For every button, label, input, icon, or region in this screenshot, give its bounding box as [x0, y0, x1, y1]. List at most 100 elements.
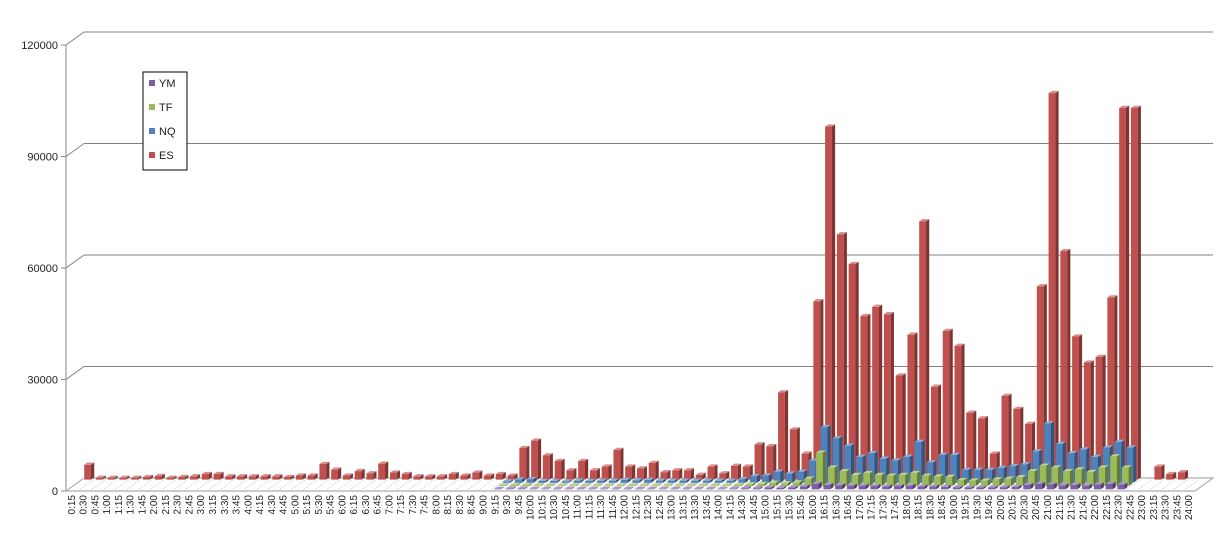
bar-tf	[863, 470, 874, 487]
bar-tf	[792, 480, 803, 487]
floor-grid-line	[242, 477, 261, 492]
bar-es	[389, 470, 401, 480]
x-tick-label: 11:00	[573, 495, 584, 520]
floor-grid-line	[348, 477, 367, 492]
bar-ym	[588, 486, 599, 490]
bar-ym	[494, 486, 505, 490]
x-tick-label: 21:00	[1043, 495, 1054, 520]
bar-ym	[988, 485, 999, 490]
x-tick-label: 18:45	[937, 495, 948, 520]
bar-ym	[552, 486, 563, 490]
bar-nq	[667, 478, 678, 483]
floor-grid-line	[442, 477, 461, 492]
bar-tf	[1074, 467, 1085, 487]
x-tick-label: 18:15	[914, 495, 925, 520]
bar-nq	[844, 443, 855, 483]
x-tick-label: 13:15	[678, 495, 689, 520]
floor-grid-line	[183, 477, 202, 492]
bar-es	[1013, 406, 1024, 480]
floor-grid-line	[230, 477, 249, 492]
bar-es	[566, 468, 577, 480]
floor-grid-line	[1194, 477, 1214, 492]
bar-ym	[835, 483, 846, 490]
bar-ym	[952, 485, 963, 490]
x-tick-label: 9:15	[490, 495, 501, 515]
floor-grid-line	[101, 477, 120, 492]
bar-ym	[1117, 482, 1128, 490]
x-tick-label: 4:45	[279, 495, 290, 515]
floor-grid-line	[312, 477, 332, 492]
x-tick-label: 10:00	[526, 495, 537, 520]
floor-grid-line	[148, 477, 167, 492]
bar-tf	[1098, 465, 1109, 487]
floor-grid-line	[171, 477, 191, 492]
bar-tf	[769, 480, 780, 487]
legend-swatch	[149, 80, 155, 86]
x-tick-label: 19:00	[949, 495, 960, 520]
bar-tf	[675, 483, 686, 487]
floor-grid-line	[548, 477, 567, 492]
floor-grid-line	[418, 477, 437, 492]
bar-es	[695, 472, 706, 480]
bar-ym	[1035, 481, 1046, 490]
bar-ym	[917, 484, 928, 490]
floor-grid-line	[1159, 477, 1178, 492]
bar-es	[95, 475, 107, 480]
floor-grid-line	[383, 477, 402, 492]
bar-tf	[569, 483, 580, 487]
bar-nq	[773, 469, 784, 483]
x-tick-label: 23:30	[1161, 495, 1172, 520]
x-tick-label: 6:30	[361, 495, 372, 515]
bar-ym	[1011, 484, 1022, 490]
bar-es	[319, 461, 330, 480]
legend-item-es: ES	[149, 150, 174, 162]
bar-es	[495, 471, 506, 480]
floor-grid-line	[289, 477, 308, 492]
bar-nq	[938, 452, 949, 483]
gridline	[65, 31, 85, 46]
bar-es	[589, 468, 600, 480]
bar-es	[178, 474, 189, 480]
bar-nq	[738, 476, 749, 483]
x-tick-label: 22:15	[1102, 495, 1113, 520]
x-tick-label: 15:45	[796, 495, 807, 520]
floor-grid-line	[324, 477, 343, 492]
gridline	[65, 143, 85, 157]
x-tick-label: 9:30	[502, 495, 513, 515]
y-tick-label: 120000	[21, 40, 58, 52]
floor-grid-line	[489, 477, 508, 492]
gridline	[65, 254, 85, 269]
x-tick-label: 10:15	[537, 495, 548, 520]
bar-ym	[729, 486, 740, 490]
floor-grid-line	[395, 477, 414, 492]
bar-es	[260, 474, 271, 480]
bar-tf	[1004, 476, 1015, 487]
x-tick-label: 4:00	[243, 495, 254, 515]
bar-es	[1107, 295, 1118, 480]
x-tick-label: 5:30	[314, 495, 325, 515]
x-tick-label: 22:45	[1125, 495, 1136, 520]
x-tick-label: 5:15	[302, 495, 313, 515]
bar-ym	[764, 485, 775, 490]
bar-tf	[1016, 475, 1027, 487]
bar-tf	[580, 483, 591, 487]
bar-es	[954, 343, 965, 480]
gridline	[65, 366, 85, 380]
x-tick-label: 17:45	[890, 495, 901, 520]
bar-es	[425, 474, 436, 480]
bar-ym	[705, 486, 716, 490]
bar-es	[707, 464, 718, 480]
bar-es	[601, 464, 612, 480]
bar-nq	[620, 477, 631, 483]
bar-es	[942, 328, 953, 480]
x-tick-label: 7:45	[420, 495, 431, 515]
legend-swatch	[149, 152, 155, 158]
bar-es	[1119, 105, 1130, 480]
x-tick-label: 23:45	[1172, 495, 1183, 520]
y-tick-label: 0	[52, 486, 58, 498]
bar-nq	[597, 478, 608, 483]
bar-ym	[599, 486, 610, 490]
bar-tf	[851, 472, 862, 487]
bar-es	[860, 313, 871, 480]
x-tick-label: 0:30	[79, 495, 90, 515]
